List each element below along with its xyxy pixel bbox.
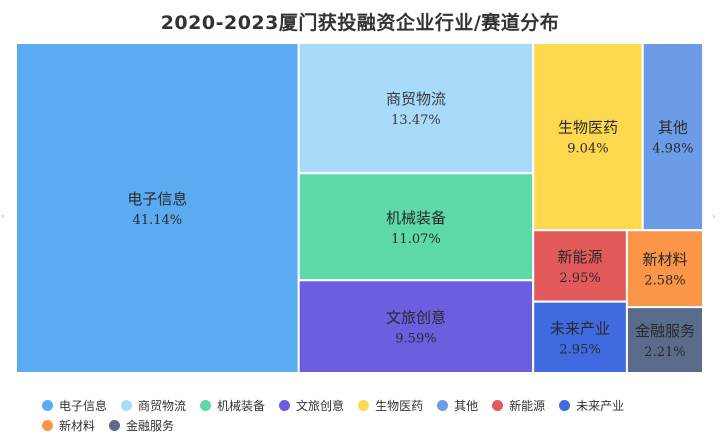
scroll-left-marker: ‹ — [1, 212, 5, 222]
legend-label: 文旅创意 — [296, 399, 345, 413]
legend-item-6[interactable]: 其他 — [437, 397, 478, 414]
tile-9: 新材料 2.58% — [625, 229, 705, 309]
legend-swatch — [358, 400, 370, 411]
legend-swatch — [279, 400, 291, 411]
legend-item-2[interactable]: 商贸物流 — [121, 397, 186, 414]
legend-item-7[interactable]: 新能源 — [492, 397, 545, 414]
legend-label: 未来产业 — [576, 399, 625, 413]
tile-1: 电子信息 41.14% — [15, 42, 300, 374]
tile-7-rect — [532, 229, 628, 303]
tile-10-rect — [625, 306, 705, 374]
legend-swatch — [42, 420, 53, 431]
tile-8-rect — [532, 300, 628, 375]
tile-8: 未来产业 2.95% — [532, 300, 628, 375]
legend-item-8[interactable]: 未来产业 — [559, 397, 624, 414]
legend-item-9[interactable]: 新材料 — [42, 417, 95, 434]
tile-10-percent: 2.21% — [644, 345, 685, 360]
tile-9-rect — [625, 229, 705, 309]
tile-5-name: 生物医药 — [558, 119, 618, 137]
legend-swatch — [437, 400, 449, 411]
legend-item-4[interactable]: 文旅创意 — [279, 397, 344, 414]
tile-4-percent: 9.59% — [395, 332, 436, 347]
tile-2: 商贸物流 13.47% — [297, 42, 535, 175]
tile-6-percent: 4.98% — [652, 142, 693, 157]
legend-item-3[interactable]: 机械装备 — [200, 397, 265, 414]
tile-3-name: 机械装备 — [386, 209, 446, 227]
tile-6-rect — [641, 42, 705, 232]
tile-6-name: 其他 — [658, 119, 688, 137]
tile-9-percent: 2.58% — [644, 274, 685, 289]
chart-legend: 电子信息 商贸物流 机械装备 文旅创意 生物医药 其他 新能源 未来产业新材料 金融服务 — [42, 397, 702, 434]
legend-item-5[interactable]: 生物医药 — [358, 397, 423, 414]
legend-swatch — [492, 400, 504, 411]
tile-1-percent: 41.14% — [133, 213, 183, 228]
legend-label: 机械装备 — [217, 399, 266, 413]
legend-swatch — [559, 400, 571, 411]
tile-5-percent: 9.04% — [567, 142, 608, 157]
legend-label: 生物医药 — [375, 399, 424, 413]
tile-7-name: 新能源 — [558, 248, 603, 266]
chart-title: 2020-2023厦门获投融资企业行业/赛道分布 — [160, 12, 560, 34]
legend-item-1[interactable]: 电子信息 — [42, 397, 107, 414]
tile-8-name: 未来产业 — [550, 319, 610, 337]
tile-1-rect — [15, 42, 300, 374]
legend-label: 新材料 — [59, 419, 96, 433]
scroll-right-marker: › — [712, 212, 716, 222]
tile-8-percent: 2.95% — [559, 342, 600, 357]
tile-7: 新能源 2.95% — [532, 229, 628, 303]
legend-swatch — [42, 400, 53, 411]
tile-5: 生物医药 9.04% — [532, 42, 644, 232]
legend-label: 新能源 — [509, 399, 546, 413]
tile-2-percent: 13.47% — [391, 113, 441, 128]
tile-3: 机械装备 11.07% — [297, 172, 535, 282]
legend-item-10[interactable]: 金融服务 — [109, 417, 174, 434]
legend-swatch — [200, 400, 212, 411]
tile-10-name: 金融服务 — [635, 322, 695, 340]
legend-label: 金融服务 — [126, 419, 175, 433]
legend-swatch — [121, 400, 133, 411]
tile-3-percent: 11.07% — [391, 232, 441, 247]
legend-label: 其他 — [454, 399, 479, 413]
tile-4: 文旅创意 9.59% — [297, 279, 535, 374]
tile-10: 金融服务 2.21% — [625, 306, 705, 374]
tile-9-name: 新材料 — [642, 251, 687, 269]
tile-2-name: 商贸物流 — [386, 90, 446, 108]
legend-label: 商贸物流 — [138, 399, 187, 413]
tile-7-percent: 2.95% — [559, 271, 600, 286]
tile-4-name: 文旅创意 — [386, 309, 446, 327]
legend-label: 电子信息 — [59, 399, 108, 413]
tile-6: 其他 4.98% — [641, 42, 705, 232]
tile-1-name: 电子信息 — [127, 190, 187, 208]
legend-swatch — [109, 420, 121, 431]
treemap-chart: 电子信息 41.14% 商贸物流 13.47% 机械装备 11.07% 文旅创意 9.59% 生… — [15, 42, 705, 375]
